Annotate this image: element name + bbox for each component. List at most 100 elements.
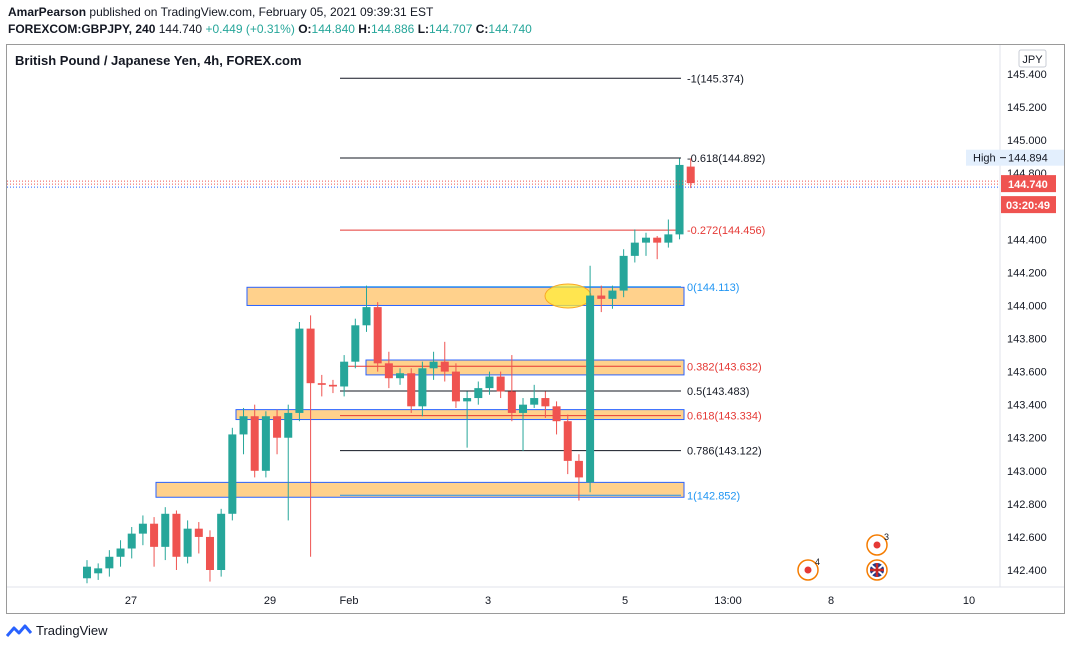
low-value: 144.707 [429,22,473,36]
candles [83,158,695,584]
price-change: +0.449 (+0.31%) [205,22,295,36]
candle-body [675,164,684,235]
x-tick-label: 27 [125,595,137,607]
candle-body [642,237,650,243]
event-markers[interactable]: 43 [797,532,889,581]
candle-body [530,398,539,405]
x-tick-label: 13:00 [714,595,742,607]
tradingview-logo-icon [6,624,32,637]
open-value: 144.840 [311,22,355,36]
candle-body [150,523,159,547]
x-tick-label: 3 [485,595,491,607]
y-tick-label: 145.200 [1007,102,1047,114]
candle-body [261,416,270,471]
candle-body [362,307,371,326]
y-tick-label: 142.600 [1007,532,1047,544]
y-tick-label: 143.200 [1007,433,1047,445]
candle-body [250,416,259,471]
chart-title: British Pound / Japanese Yen, 4h, FOREX.… [15,53,302,68]
x-tick-label: Feb [340,595,359,607]
fibonacci-levels: -1(145.374) -0.618(144.892) -0.272(144.456… [340,73,765,502]
high-label: High [973,153,996,165]
y-tick-label: 145.000 [1007,135,1047,147]
y-tick-label: 143.600 [1007,367,1047,379]
fib-label: -0.272(144.456) [687,225,765,237]
candle-body [463,398,472,402]
x-tick-label: 10 [963,595,975,607]
candle-body [451,371,460,402]
candle-body [217,513,226,570]
candle-body [284,412,293,438]
event-dot-icon [873,541,881,549]
candle-body [686,166,695,184]
candle-body [328,384,337,387]
candle-body [373,307,382,364]
candle-body [273,416,282,438]
y-tick-label: 144.200 [1007,267,1047,279]
open-label: O: [298,22,312,36]
candle-body [664,234,673,243]
event-dot-icon [804,566,812,574]
price-axis[interactable]: 142.400 142.600 142.800 143.000 143.200 143.4… [1007,69,1047,577]
fib-label: -0.618(144.892) [687,153,765,165]
candle-body [485,376,494,389]
y-tick-label: 142.400 [1007,565,1047,577]
price-badges: High 144.894 144.740 03:20:49 [966,149,1064,214]
fib-label: -1(145.374) [687,73,744,85]
zone-rect [246,286,685,306]
candle-body [228,434,237,514]
high-badge-bg [966,149,1064,166]
fib-label: 0.786(143.122) [687,446,762,458]
candle-body [552,406,561,422]
close-value: 144.740 [488,22,532,36]
candle-body [541,398,550,407]
price-badge: 144.740 [1008,179,1048,191]
event-count: 4 [815,557,820,567]
close-label: C: [475,22,489,36]
candle-body [474,388,483,399]
high-value: 144.894 [1008,153,1048,165]
currency-label: JPY [1022,54,1043,66]
ohlc-line: FOREXCOM:GBPJPY, 240 144.740 +0.449 (+0.… [8,22,532,36]
candle-body [183,528,192,557]
fib-label: 0.5(143.483) [687,386,749,398]
footer-brand-text: TradingView [36,623,108,638]
candle-body [295,328,304,413]
candle-body [161,513,170,547]
candle-body [94,568,103,574]
currency-box[interactable]: JPY [1018,49,1047,68]
candle-body [351,325,360,362]
candle-body [340,361,349,387]
event-count: 3 [884,532,889,542]
y-tick-label: 142.800 [1007,499,1047,511]
candle-body [440,361,449,372]
candle-body [519,404,528,413]
candle-body [608,290,617,299]
candle-body [407,373,416,407]
y-tick-label: 144.000 [1007,300,1047,312]
highlight-ellipse [544,283,592,309]
zone-rect [365,359,685,376]
x-tick-label: 8 [828,595,834,607]
time-axis[interactable]: 27 29 Feb 3 5 13:00 8 10 [125,595,975,607]
candle-body [239,416,248,435]
x-tick-label: 29 [264,595,276,607]
candle-body [586,295,595,483]
candle-body [127,533,136,549]
author-name[interactable]: AmarPearson [8,5,87,19]
candle-body [396,373,405,379]
footer-brand[interactable]: TradingView [6,623,108,638]
low-label: L: [417,22,430,36]
y-tick-label: 143.800 [1007,334,1047,346]
last-price: 144.740 [158,22,203,36]
fib-label: 0.382(143.632) [687,361,762,373]
candle-body [563,421,572,461]
fib-label: 0.618(143.334) [687,411,762,423]
candle-body [116,548,125,557]
candle-body [105,556,114,569]
candle-body [619,255,628,291]
y-tick-label: 144.400 [1007,234,1047,246]
candle-body [138,523,147,534]
y-tick-label: 145.400 [1007,69,1047,81]
